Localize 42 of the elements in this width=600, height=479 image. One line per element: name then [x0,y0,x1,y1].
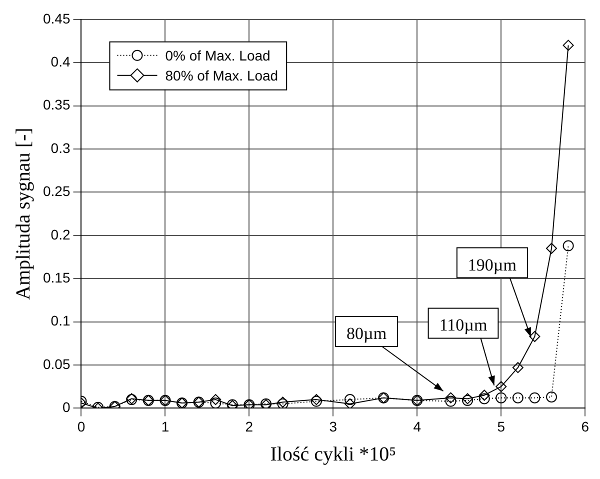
y-tick-label: 0.25 [43,183,70,200]
y-tick-label: 0.1 [50,312,70,329]
x-tick-label: 1 [161,418,170,434]
x-tick-label: 5 [497,418,506,434]
point [529,330,540,342]
y-tick-label: 0.2 [50,226,70,242]
point [512,362,524,374]
point [344,398,356,408]
point [512,392,524,404]
point [562,240,574,252]
y-tick-label: 0.4 [50,53,70,70]
point [210,394,222,406]
point [546,242,558,254]
legend-label: 80% of Max. Load [165,67,278,84]
y-tick-label: 0 [62,399,70,416]
legend-label: 0% of Max. Load [165,47,270,64]
y-tick-label: 0.3 [50,140,70,156]
y-tick-label: 0.15 [43,269,70,286]
x-tick-label: 3 [329,418,338,434]
annotation: 80µm [346,324,387,343]
x-tick-label: 0 [77,418,86,434]
annotation: 190µm [468,255,516,274]
x-tick-label: 6 [581,418,590,434]
point [496,381,507,392]
point [478,393,490,404]
x-tick-label: 2 [245,418,254,434]
point [529,392,540,404]
point [210,398,222,408]
point [478,390,490,401]
x-axis-title: Ilość cykli *10⁵ [270,443,396,466]
point [445,396,456,407]
x-tick-label: 4 [413,418,422,434]
y-tick-label: 0.05 [43,356,70,372]
annotation: 110µm [439,316,488,335]
y-tick-label: 0.45 [43,10,70,26]
point [496,392,507,404]
y-tick-label: 0.35 [43,96,70,113]
point [445,392,456,404]
y-axis-title: Amplituda sygnau [-] [12,128,34,300]
point [546,391,558,402]
point [344,394,356,406]
point [562,40,574,51]
